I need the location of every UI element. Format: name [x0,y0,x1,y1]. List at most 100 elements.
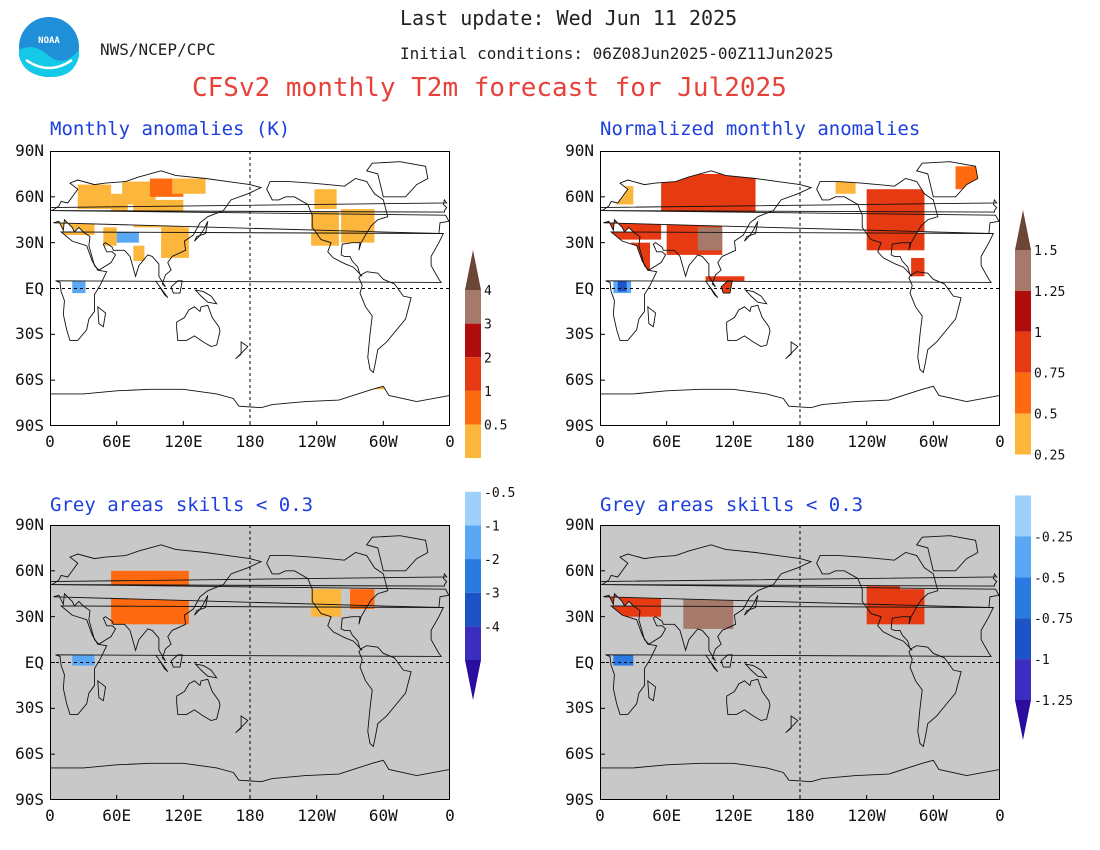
colorbar-segment [1015,413,1031,455]
colorbar-segment [465,323,481,358]
lon-tick-label: 0 [595,432,605,451]
colorbar-segment [1015,618,1031,660]
colorbar-segment [465,491,481,526]
colorbar-tick-label: -0.5 [484,486,515,501]
colorbar-segment [465,424,481,459]
lon-tick-label: 0 [995,432,1005,451]
anomaly-patch [133,245,145,261]
logo-text: NOAA [38,36,60,46]
panel-title-skill-left: Grey areas skills < 0.3 [50,494,314,516]
lon-tick-label: 60W [918,432,948,451]
lat-tick-label: 60S [15,744,44,764]
lon-tick-label: 60E [102,806,132,825]
colorbar-normalized: 1.5 1.25 1 0.75 0.5 0.25 -0.25 -0.5 -0.75 -1 -1.25… [1015,210,1073,740]
colorbar-segment [465,390,481,425]
lon-tick-label: 60W [368,806,398,825]
colorbar-tick-label: -1.25 [1034,694,1073,709]
panel-title-skill-right: Grey areas skills < 0.3 [600,494,864,516]
main-title: CFSv2 monthly T2m forecast for Jul2025 [192,73,787,103]
colorbar-segment [465,357,481,391]
colorbar-kelvin: 4 3 2 1 0.5 -0.5 -1 -2 -3 -4 [465,250,515,700]
lat-tick-label: 30S [565,324,594,344]
colorbar-bottom-triangle [1015,700,1031,740]
colorbar-tick-label: 0.5 [1034,408,1057,423]
coastlines [50,535,450,800]
org-label: NWS/NCEP/CPC [100,40,216,59]
lat-tick-label: EQ [574,278,594,298]
colorbar-segment [465,525,481,560]
lat-tick-label: 60N [15,560,44,580]
noaa-logo: NOAA [19,17,79,78]
colorbar-tick-label: -1.5 [1034,210,1065,214]
lat-tick-label: 90S [565,416,594,435]
colorbar-top-triangle [465,250,481,290]
lon-tick-label: 180 [785,806,815,825]
colorbar-segment [1015,454,1031,496]
colorbar-segment [465,592,481,627]
lat-tick-label: 90S [565,790,594,809]
anomaly-patch [72,277,86,294]
colorbar-tick-label: -1 [1034,653,1050,668]
colorbar-top-triangle [1015,210,1031,250]
colorbar-segment [1015,331,1031,373]
map-anomalies [50,151,450,426]
lat-tick-label: EQ [24,278,44,298]
colorbar-tick-label: -3 [484,587,500,602]
lat-tick-label: 30N [565,232,594,252]
colorbar-segment [1015,290,1031,332]
lat-tick-label: EQ [24,652,44,672]
lat-tick-label: 30N [15,606,44,626]
colorbar-segment [1015,659,1031,700]
colorbar-tick-label: -0.75 [1034,612,1073,627]
anomaly-patch [835,181,856,194]
lat-tick-label: 30S [565,698,594,718]
map-skill-masked-normalized [600,525,1000,800]
lon-tick-label: 180 [785,432,815,451]
colorbar-tick-label: -2 [484,553,500,568]
colorbar-tick-label: -4 [484,620,500,635]
colorbar-segment [1015,250,1031,291]
colorbar-tick-label: 2 [484,351,492,366]
lat-tick-label: 90S [15,416,44,435]
anomaly-patch [122,181,156,205]
lat-tick-label: 90N [15,515,44,534]
lat-tick-label: 30N [565,606,594,626]
anomaly-patch [311,589,342,617]
map-normalized-anomalies [600,151,1000,426]
colorbar-tick-label: -1 [484,519,500,534]
lon-tick-label: 120E [164,806,203,825]
anomaly-patch [314,189,337,210]
lat-tick-label: 60N [565,186,594,206]
panel-title-anomalies: Monthly anomalies (K) [50,118,291,140]
lon-tick-label: 180 [235,432,265,451]
panel-title-normalized: Normalized monthly anomalies [600,118,921,140]
lon-tick-label: 60E [652,432,682,451]
colorbar-segment [465,290,481,324]
lon-tick-label: 120W [297,806,336,825]
anomaly-patch [172,178,206,194]
coastlines [600,161,1000,426]
last-update: Last update: Wed Jun 11 2025 [400,6,738,30]
lat-tick-label: 30N [15,232,44,252]
anomaly-patch [311,212,339,246]
colorbar-segment [465,458,481,492]
colorbar-tick-label: 1.25 [1034,285,1065,300]
lat-tick-label: 60S [15,370,44,390]
initial-conditions: Initial conditions: 06Z08Jun2025-00Z11Ju… [400,44,834,63]
lon-tick-label: 120E [714,806,753,825]
colorbar-tick-label: 1.5 [1034,244,1057,259]
colorbar-segment [1015,372,1031,414]
lon-tick-label: 60W [368,432,398,451]
lon-tick-label: 0 [595,806,605,825]
coastlines [50,161,450,426]
lon-tick-label: 120E [164,432,203,451]
lat-tick-label: 60S [565,744,594,764]
lon-tick-label: 0 [445,432,455,451]
lat-tick-label: EQ [574,652,594,672]
colorbar-tick-label: 0.75 [1034,367,1065,382]
colorbar-tick-label: 3 [484,318,492,333]
anomaly-patch [911,257,925,277]
colorbar-tick-label: 1 [484,385,492,400]
lon-tick-label: 120W [847,432,886,451]
lat-tick-label: 90S [15,790,44,809]
